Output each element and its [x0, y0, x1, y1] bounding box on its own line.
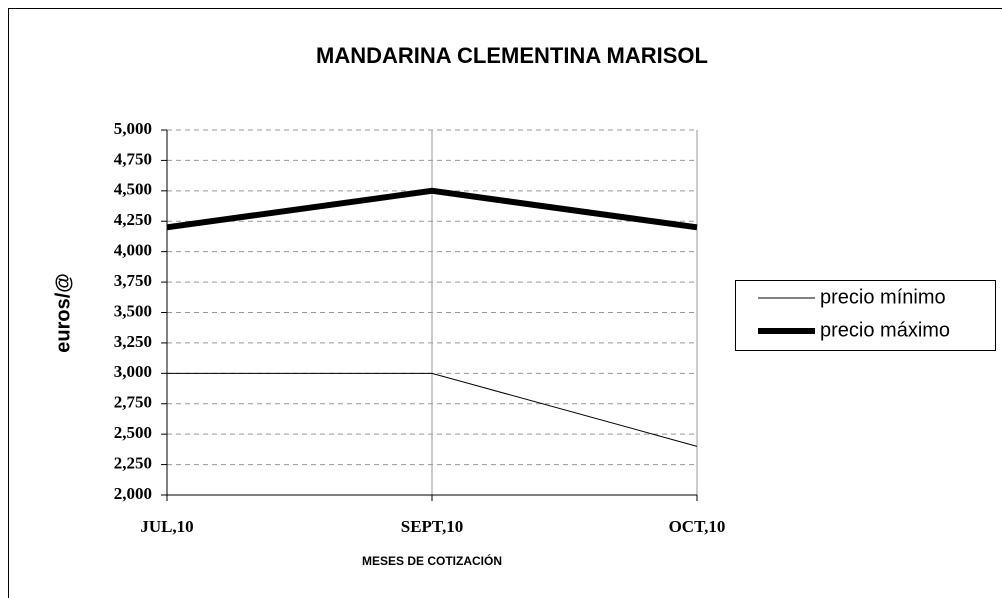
y-tick-label: 3,250 — [114, 332, 152, 351]
x-tick-label: SEPT,10 — [401, 517, 464, 536]
chart-border — [8, 8, 1002, 598]
y-tick-label: 3,000 — [114, 362, 152, 381]
y-tick-label: 4,250 — [114, 210, 152, 229]
y-tick-label: 4,000 — [114, 241, 152, 260]
legend-box — [735, 280, 996, 351]
legend-label: precio mínimo — [820, 286, 946, 308]
y-axis-title: euros/@ — [52, 273, 74, 353]
legend-label: precio máximo — [820, 319, 950, 341]
y-tick-label: 2,500 — [114, 423, 152, 442]
series-line — [167, 372, 698, 447]
x-axis-title: MESES DE COTIZACIÓN — [362, 553, 502, 568]
y-tick-label: 2,000 — [114, 484, 152, 503]
y-tick-label: 4,500 — [114, 180, 152, 199]
y-tick-label: 3,750 — [114, 271, 152, 290]
y-tick-label: 5,000 — [114, 119, 152, 138]
x-tick-label: JUL,10 — [140, 517, 193, 536]
chart-title: MANDARINA CLEMENTINA MARISOL — [316, 43, 708, 68]
y-tick-label: 3,500 — [114, 301, 152, 320]
y-tick-label: 4,750 — [114, 149, 152, 168]
x-tick-label: OCT,10 — [669, 517, 726, 536]
y-tick-label: 2,250 — [114, 453, 152, 472]
series-line — [166, 187, 698, 231]
y-tick-label: 2,750 — [114, 393, 152, 412]
